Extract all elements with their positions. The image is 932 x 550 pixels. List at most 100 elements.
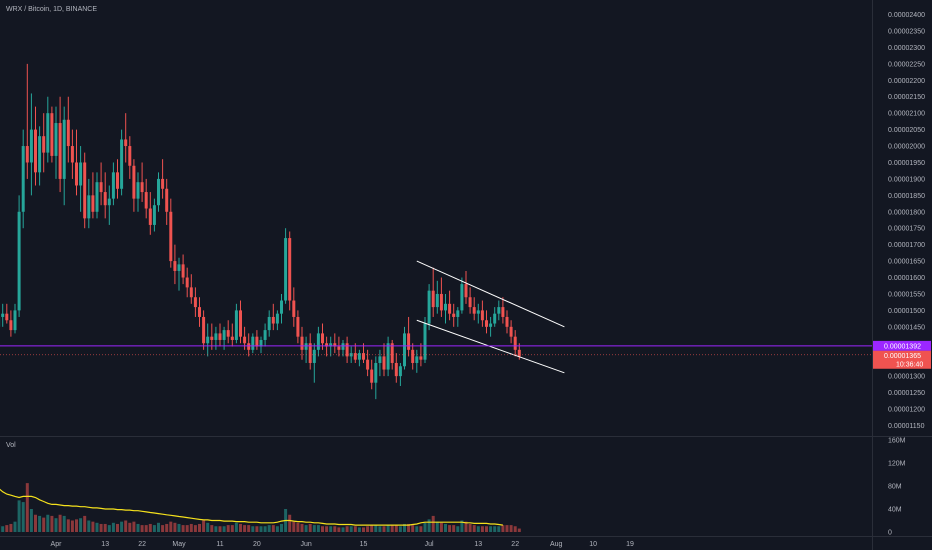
volume-bar xyxy=(165,523,169,532)
volume-bar xyxy=(21,502,25,532)
candle-body xyxy=(329,343,333,347)
volume-bar xyxy=(17,500,21,532)
candle-body xyxy=(374,362,378,383)
volume-bar xyxy=(464,521,468,532)
volume-bar xyxy=(243,525,247,532)
candle-body xyxy=(5,313,9,321)
volume-bar xyxy=(398,526,402,532)
volume-tick-label: 40M xyxy=(888,507,902,514)
volume-bar xyxy=(148,523,152,532)
volume-bar xyxy=(222,526,226,532)
volume-ma-line xyxy=(0,488,503,526)
candle-body xyxy=(243,336,247,344)
volume-bar xyxy=(456,526,460,532)
candle-body xyxy=(431,290,435,308)
time-tick-label: 11 xyxy=(216,541,223,548)
candle-body xyxy=(341,343,345,350)
volume-bar xyxy=(357,527,361,532)
candle-body xyxy=(403,333,406,367)
volume-bar xyxy=(362,527,365,532)
candle-body xyxy=(370,369,374,383)
candle-body xyxy=(169,211,173,262)
candle-body xyxy=(25,146,29,163)
price-tick-label: 0.00001950 xyxy=(888,160,925,167)
volume-bar xyxy=(230,525,234,532)
candle-body xyxy=(157,178,160,206)
price-tick-label: 0.00002350 xyxy=(888,29,925,36)
candle-body xyxy=(419,356,423,360)
volume-bar xyxy=(435,521,439,532)
candle-body xyxy=(366,359,370,370)
candle-body xyxy=(476,310,480,314)
volume-bar xyxy=(42,517,46,532)
price-tick-label: 0.00001700 xyxy=(888,242,925,249)
volume-bar xyxy=(111,522,115,532)
candle-body xyxy=(390,343,394,363)
candle-body xyxy=(128,146,132,166)
candle-body xyxy=(210,336,214,340)
volume-bar xyxy=(427,519,431,532)
volume-bar xyxy=(263,526,267,532)
volume-bar xyxy=(407,523,411,532)
volume-bar xyxy=(476,526,480,532)
candle-body xyxy=(435,293,439,308)
candle-body xyxy=(230,336,234,340)
price-tick-label: 0.00001300 xyxy=(888,374,925,381)
candle-body xyxy=(513,336,517,350)
volume-bar xyxy=(415,526,419,532)
volume-bar xyxy=(50,515,54,532)
current-price-tag-text: 0.00001365 xyxy=(884,353,921,360)
candle-body xyxy=(468,297,472,308)
price-tick-label: 0.00001450 xyxy=(888,324,925,331)
candle-body xyxy=(444,303,447,311)
candle-body xyxy=(353,353,357,360)
volume-bar xyxy=(185,525,189,532)
volume-bar xyxy=(193,525,197,532)
volume-bar xyxy=(5,525,9,532)
candle-body xyxy=(9,320,13,331)
candle-body xyxy=(185,277,189,288)
volume-ma-path xyxy=(0,488,503,526)
candle-body xyxy=(448,303,452,314)
candle-body xyxy=(493,313,497,324)
candle-body xyxy=(177,264,181,271)
candle-body xyxy=(280,300,283,314)
candle-body xyxy=(357,353,361,360)
price-tick-label: 0.00002000 xyxy=(888,144,925,151)
trend-line-upper[interactable] xyxy=(416,260,565,328)
candle-body xyxy=(87,195,91,219)
price-tick-label: 0.00002200 xyxy=(888,78,925,85)
volume-bar xyxy=(493,526,497,532)
volume-bar xyxy=(140,525,144,532)
candle-body xyxy=(62,119,66,179)
volume-bar xyxy=(239,523,242,532)
volume-bar xyxy=(210,525,214,532)
volume-bar xyxy=(38,515,42,532)
volume-bar xyxy=(91,521,95,532)
candle-body xyxy=(206,336,210,344)
volume-bar xyxy=(259,526,263,532)
volume-tick-label: 0 xyxy=(888,530,892,537)
time-tick-label: Aug xyxy=(550,541,563,548)
volume-bar xyxy=(316,525,320,532)
candle-body xyxy=(42,136,46,153)
volume-bar xyxy=(152,525,156,532)
volume-bar xyxy=(181,525,185,532)
volume-bar xyxy=(13,521,17,532)
candle-body xyxy=(218,333,222,340)
candle-body xyxy=(148,208,152,225)
candle-body xyxy=(304,343,308,350)
volume-bar xyxy=(226,525,230,532)
candle-body xyxy=(312,349,316,363)
candle-body xyxy=(58,123,62,179)
trend-line-lower[interactable] xyxy=(416,319,565,374)
volume-bar xyxy=(99,523,103,532)
volume-bar xyxy=(439,522,443,532)
candle-body xyxy=(321,333,324,344)
volume-bar xyxy=(423,522,427,532)
volume-bar xyxy=(386,525,390,532)
volume-bar xyxy=(218,526,222,532)
volume-bar xyxy=(337,527,341,532)
volume-bar xyxy=(517,528,521,532)
